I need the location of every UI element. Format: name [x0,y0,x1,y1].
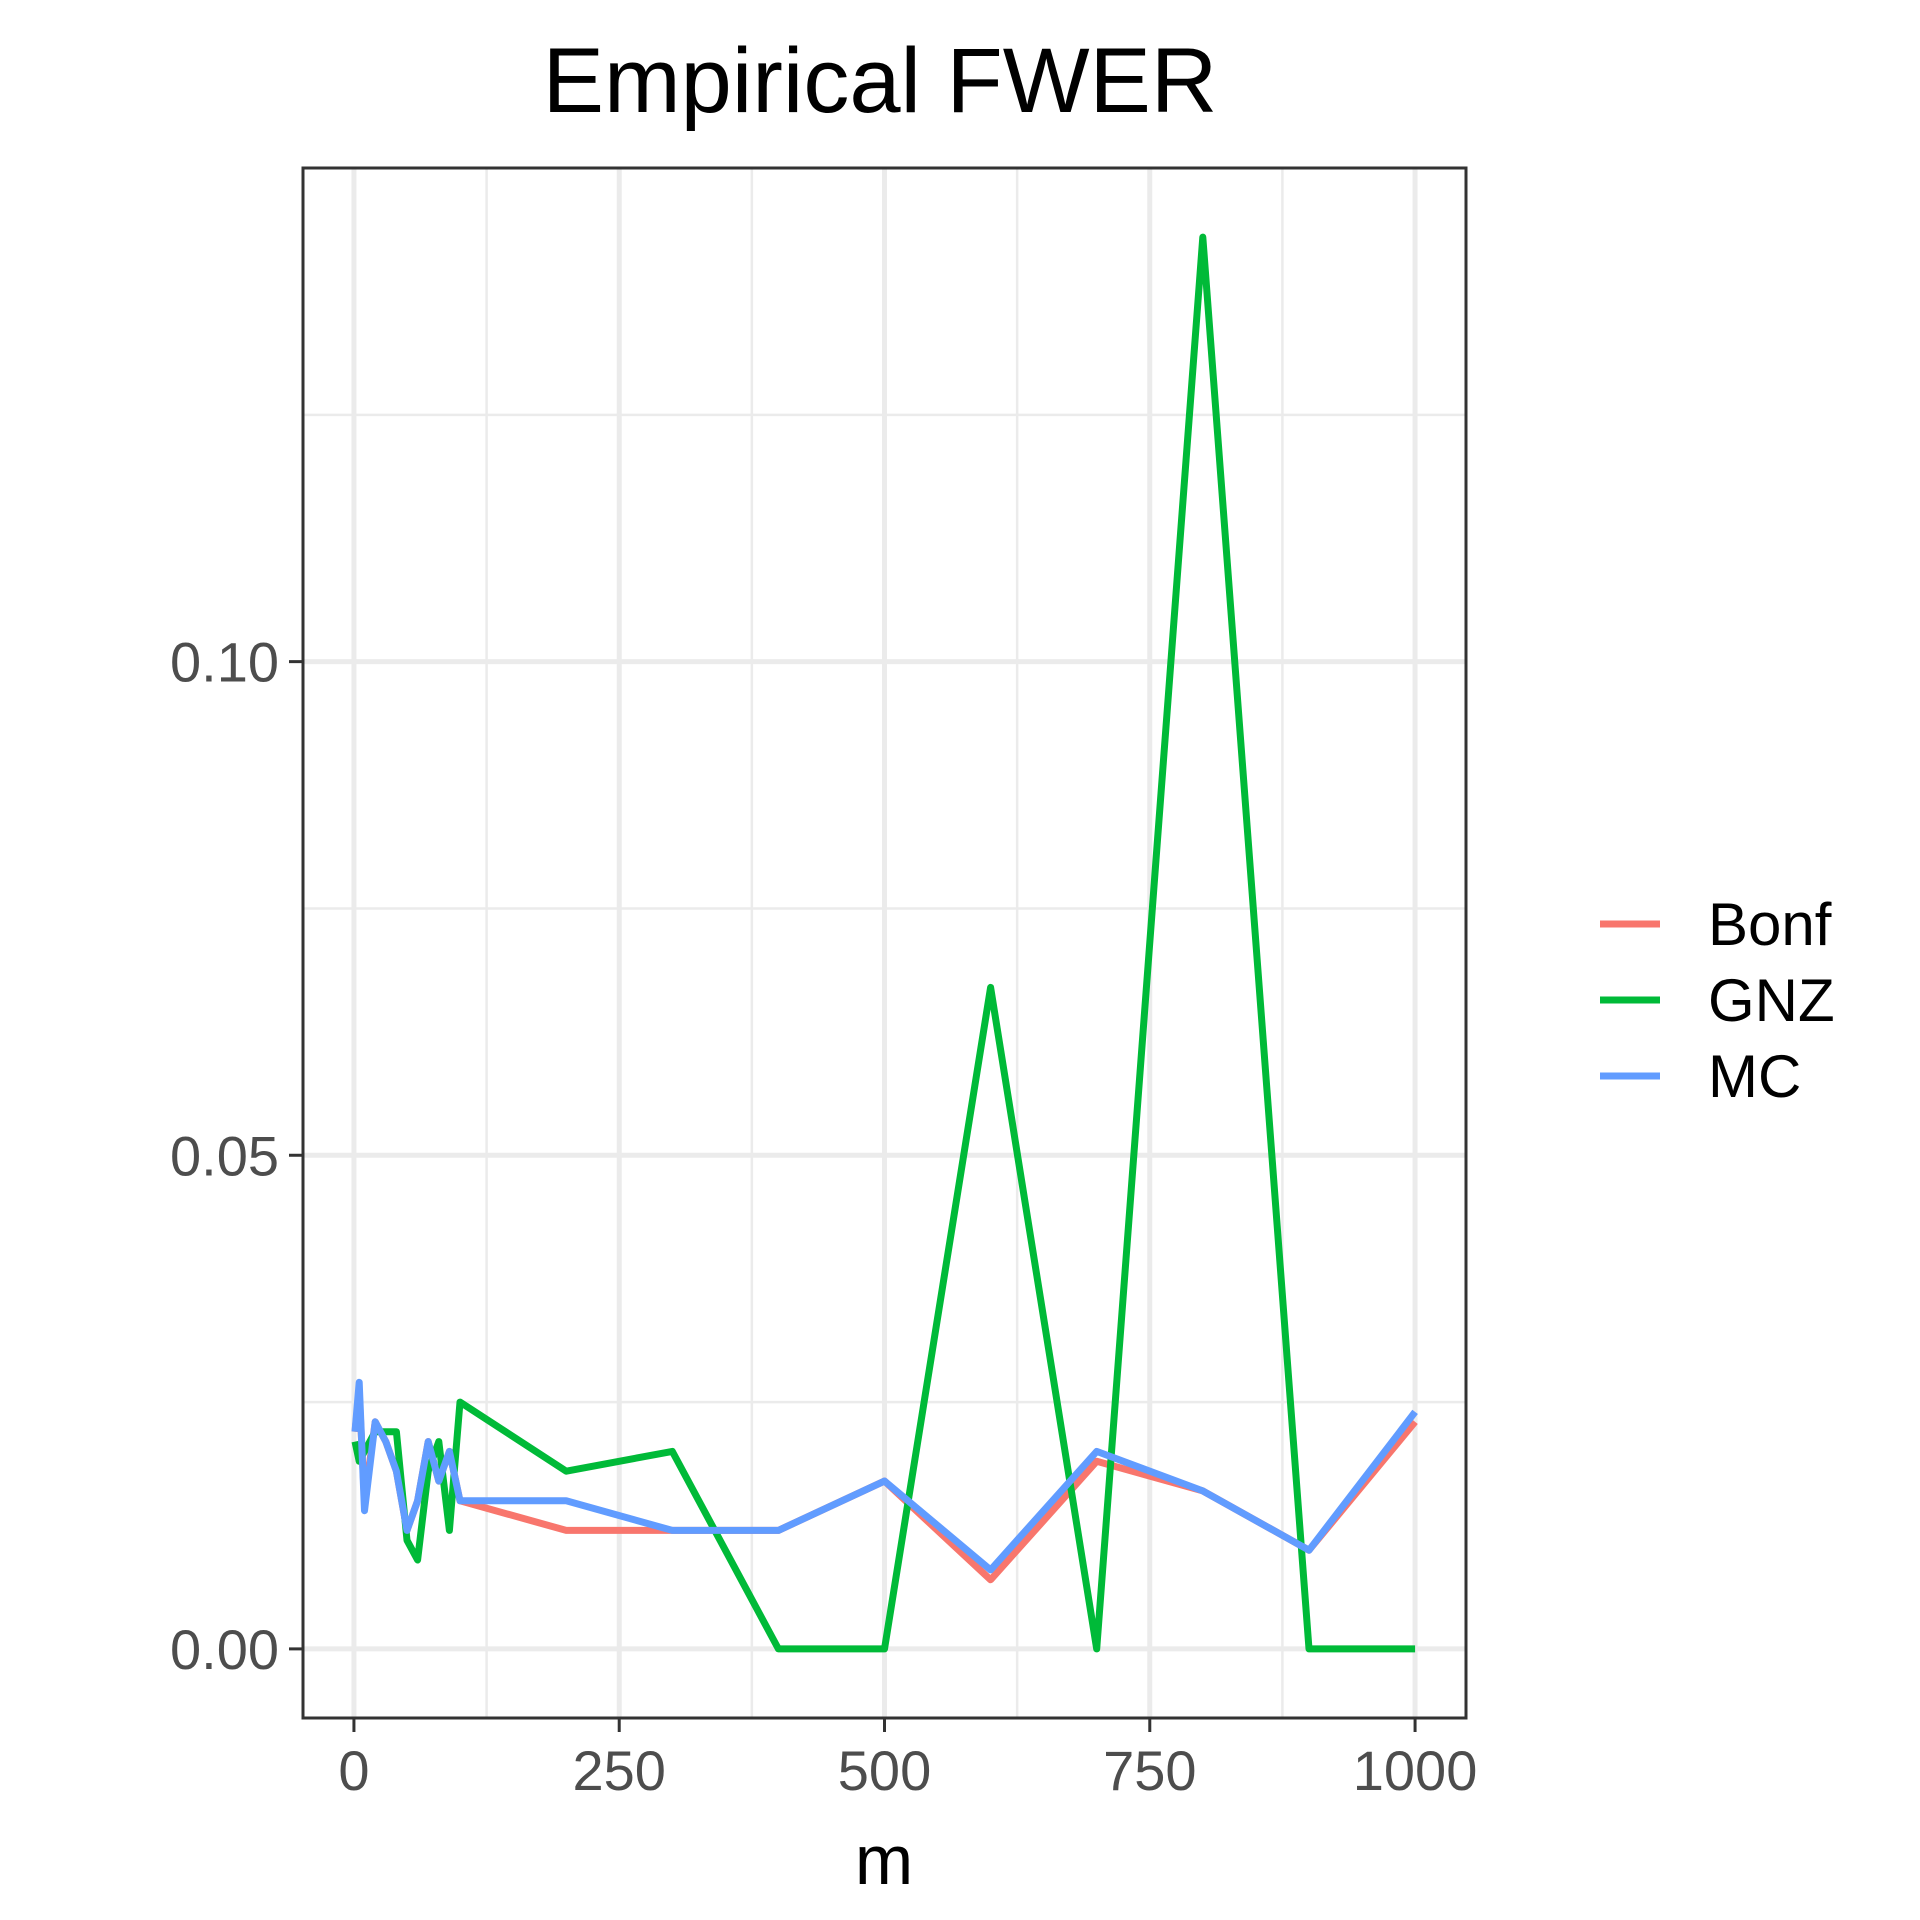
series-line-mc [351,1378,1418,1574]
x-tick-label: 500 [838,1739,931,1802]
x-axis: 0 250 500 750 1000 [338,1718,1477,1802]
x-tick-label: 1000 [1353,1739,1478,1802]
x-tick-label: 0 [338,1739,369,1802]
x-tick-label: 750 [1103,1739,1196,1802]
y-tick-label: 0.05 [170,1124,279,1187]
x-tick-label: 250 [572,1739,665,1802]
y-tick-label: 0.10 [170,631,279,694]
legend: Bonf GNZ MC [1600,891,1835,1110]
chart-title: Empirical FWER [543,30,1218,132]
y-axis: 0.00 0.05 0.10 [170,631,303,1681]
legend-label-mc: MC [1708,1043,1801,1110]
y-tick-label: 0.00 [170,1618,279,1681]
legend-label-bonf: Bonf [1708,891,1832,958]
legend-label-gnz: GNZ [1708,967,1835,1034]
series-lines [351,233,1418,1653]
x-axis-title: m [855,1821,913,1899]
